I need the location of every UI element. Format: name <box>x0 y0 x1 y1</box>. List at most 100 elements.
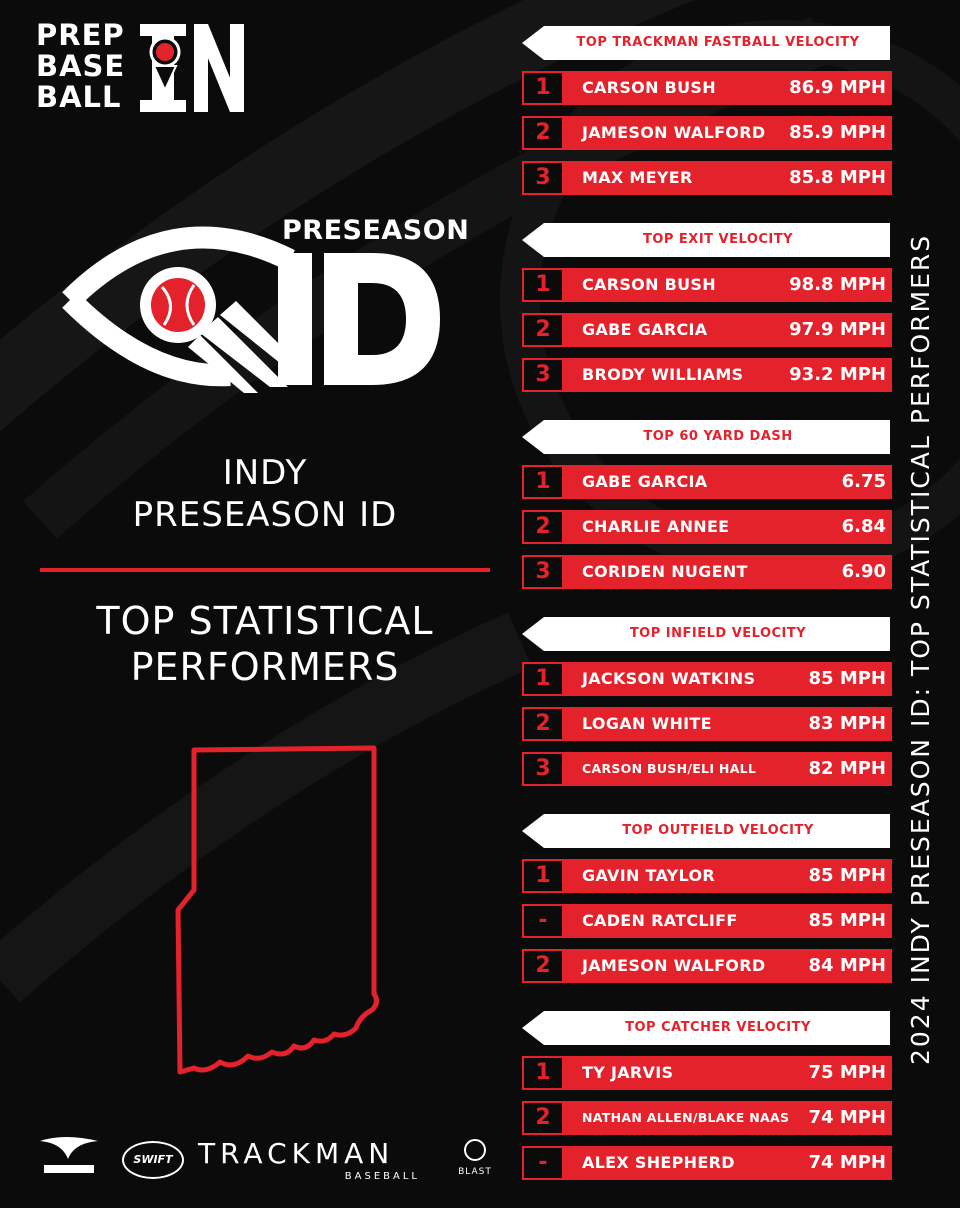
stat-row: 2 NATHAN ALLEN/BLAKE NAAS 74 MPH <box>522 1101 892 1135</box>
section-title: TOP OUTFIELD VELOCITY <box>622 823 814 838</box>
stat-value: 85 MPH <box>808 865 886 886</box>
rank-badge: 3 <box>524 163 562 193</box>
stat-row: 2 JAMESON WALFORD 84 MPH <box>522 949 892 983</box>
stat-section: TOP EXIT VELOCITY 1 CARSON BUSH 98.8 MPH 2… <box>522 223 892 420</box>
player-name: GABE GARCIA <box>582 472 708 491</box>
section-header-banner <box>522 420 890 454</box>
stat-section: TOP TRACKMAN FASTBALL VELOCITY 1 CARSON B… <box>522 26 892 223</box>
vertical-caption: 2024 INDY PRESEASON ID: TOP STATISTICAL … <box>906 233 935 1065</box>
preseason-id-logo: PRESEASON <box>60 205 480 405</box>
section-header: TOP OUTFIELD VELOCITY <box>522 814 892 848</box>
player-name: CADEN RATCLIFF <box>582 911 738 930</box>
section-header: TOP INFIELD VELOCITY <box>522 617 892 651</box>
stat-row: 3 CARSON BUSH/ELI HALL 82 MPH <box>522 752 892 786</box>
player-name: CHARLIE ANNEE <box>582 517 730 536</box>
stat-value: 86.9 MPH <box>789 77 886 98</box>
rank-badge: 3 <box>524 360 562 390</box>
rank-badge: 3 <box>524 754 562 784</box>
rank-badge: - <box>524 906 562 936</box>
stat-value: 85 MPH <box>808 910 886 931</box>
player-name: ALEX SHEPHERD <box>582 1153 735 1172</box>
logo-line: BALL <box>36 80 122 114</box>
stat-row: 3 CORIDEN NUGENT 6.90 <box>522 555 892 589</box>
stat-value: 74 MPH <box>808 1107 886 1128</box>
mizuno-logo-icon <box>40 1137 98 1173</box>
trackman-logo: TRACKMAN BASEBALL <box>198 1137 428 1182</box>
trackman-subtitle: BASEBALL <box>344 1171 420 1182</box>
rank-badge: 1 <box>524 73 562 103</box>
stat-row: 3 BRODY WILLIAMS 93.2 MPH <box>522 358 892 392</box>
player-name: CARSON BUSH/ELI HALL <box>582 761 757 776</box>
player-name: JACKSON WATKINS <box>582 669 756 688</box>
section-header-banner <box>522 223 890 257</box>
section-title: TOP INFIELD VELOCITY <box>629 626 807 641</box>
section-title: TOP 60 YARD DASH <box>643 429 793 444</box>
stat-row: 2 CHARLIE ANNEE 6.84 <box>522 510 892 544</box>
player-name: GAVIN TAYLOR <box>582 866 715 885</box>
stat-value: 82 MPH <box>808 758 886 779</box>
stat-row: 2 LOGAN WHITE 83 MPH <box>522 707 892 741</box>
stat-row: 1 GABE GARCIA 6.75 <box>522 465 892 499</box>
stat-value: 75 MPH <box>808 1062 886 1083</box>
blast-wordmark: BLAST <box>458 1167 492 1177</box>
stat-row: 2 GABE GARCIA 97.9 MPH <box>522 313 892 347</box>
rank-badge: 2 <box>524 118 562 148</box>
rank-badge: 2 <box>524 709 562 739</box>
stat-row: 1 CARSON BUSH 86.9 MPH <box>522 71 892 105</box>
blast-icon <box>464 1139 486 1161</box>
stat-row: 3 MAX MEYER 85.8 MPH <box>522 161 892 195</box>
stat-value: 85 MPH <box>808 668 886 689</box>
rank-badge: 1 <box>524 861 562 891</box>
title-divider <box>40 568 490 572</box>
player-name: GABE GARCIA <box>582 320 708 339</box>
section-title: TOP CATCHER VELOCITY <box>625 1020 811 1035</box>
stat-value: 83 MPH <box>808 713 886 734</box>
rank-badge: 2 <box>524 951 562 981</box>
event-title: INDY PRESEASON ID <box>40 452 490 536</box>
stat-value: 85.9 MPH <box>789 122 886 143</box>
stat-value: 6.75 <box>841 471 886 492</box>
section-header: TOP 60 YARD DASH <box>522 420 892 454</box>
section-header-banner <box>522 1011 890 1045</box>
rank-badge: 1 <box>524 467 562 497</box>
rank-badge: - <box>524 1148 562 1178</box>
rank-badge: 1 <box>524 1058 562 1088</box>
stat-section: TOP 60 YARD DASH 1 GABE GARCIA 6.75 2 CHARL… <box>522 420 892 617</box>
event-title-line: PRESEASON ID <box>132 495 398 535</box>
eye-baseball-icon <box>62 226 440 393</box>
rank-badge: 2 <box>524 315 562 345</box>
section-header-banner <box>522 26 890 60</box>
page-subtitle: TOP STATISTICAL PERFORMERS <box>30 598 500 690</box>
stats-column: TOP TRACKMAN FASTBALL VELOCITY 1 CARSON B… <box>522 26 892 1208</box>
indiana-in-logo-icon <box>140 24 244 112</box>
swift-logo: SWIFT <box>122 1141 184 1179</box>
indiana-state-outline-icon <box>175 745 380 1075</box>
sponsor-bar: SWIFT TRACKMAN BASEBALL BLAST <box>30 1135 510 1185</box>
subtitle-line: TOP STATISTICAL <box>96 599 434 643</box>
player-name: LOGAN WHITE <box>582 714 712 733</box>
logo-line: PREP <box>36 18 125 52</box>
player-name: MAX MEYER <box>582 168 693 187</box>
rank-badge: 1 <box>524 270 562 300</box>
section-header: TOP EXIT VELOCITY <box>522 223 892 257</box>
rank-badge: 3 <box>524 557 562 587</box>
stat-value: 98.8 MPH <box>789 274 886 295</box>
player-name: CARSON BUSH <box>582 78 716 97</box>
stat-value: 93.2 MPH <box>789 364 886 385</box>
stat-value: 6.90 <box>841 561 886 582</box>
player-name: CARSON BUSH <box>582 275 716 294</box>
stat-section: TOP OUTFIELD VELOCITY 1 GAVIN TAYLOR 85 MP… <box>522 814 892 1011</box>
section-title: TOP EXIT VELOCITY <box>642 232 794 247</box>
rank-badge: 2 <box>524 1103 562 1133</box>
stat-section: TOP CATCHER VELOCITY 1 TY JARVIS 75 MPH 2 N… <box>522 1011 892 1208</box>
player-name: CORIDEN NUGENT <box>582 562 748 581</box>
player-name: TY JARVIS <box>582 1063 674 1082</box>
stat-row: 1 JACKSON WATKINS 85 MPH <box>522 662 892 696</box>
stat-row: 1 CARSON BUSH 98.8 MPH <box>522 268 892 302</box>
stat-value: 74 MPH <box>808 1152 886 1173</box>
stat-value: 6.84 <box>841 516 886 537</box>
rank-badge: 1 <box>524 664 562 694</box>
stat-value: 85.8 MPH <box>789 167 886 188</box>
logo-wordmark: PREP BASE BALL <box>36 20 125 113</box>
stat-row: - ALEX SHEPHERD 74 MPH <box>522 1146 892 1180</box>
